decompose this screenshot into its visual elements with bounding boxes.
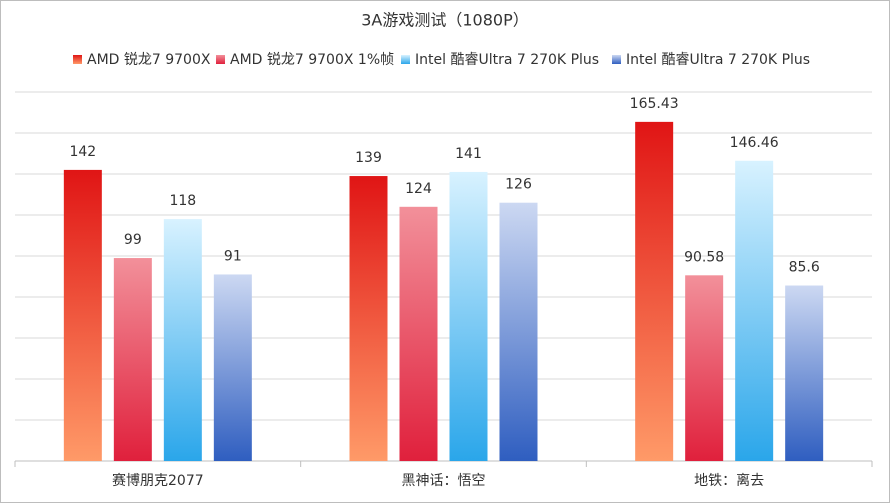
value-label: 165.43 [630, 96, 679, 112]
bar [499, 202, 538, 461]
legend-swatch [73, 55, 82, 64]
bar [635, 121, 674, 461]
legend-swatch [216, 55, 225, 64]
value-label: 118 [169, 193, 196, 209]
bar [63, 169, 102, 461]
legend-label: AMD 锐龙7 9700X 1%帧 [230, 52, 394, 68]
legend-label: Intel 酷睿Ultra 7 270K Plus [626, 52, 810, 68]
value-label: 139 [355, 150, 382, 166]
bar [163, 219, 202, 461]
bar [213, 274, 252, 461]
bar [449, 171, 488, 461]
bar [685, 275, 724, 461]
value-label: 99 [124, 232, 142, 248]
bar [113, 258, 152, 461]
value-label: 91 [224, 248, 242, 264]
value-label: 85.6 [789, 260, 820, 276]
x-tick-label: 地铁：离去 [694, 472, 764, 489]
value-label: 124 [405, 181, 432, 197]
bar [399, 206, 438, 461]
bar [785, 285, 824, 461]
legend-label: AMD 锐龙7 9700X [87, 52, 211, 68]
value-label: 126 [505, 177, 532, 193]
x-tick-label: 赛博朋克2077 [112, 472, 204, 489]
x-tick-label: 黑神话：悟空 [402, 473, 486, 489]
value-label: 90.58 [684, 249, 724, 265]
bar [349, 176, 388, 462]
value-label: 142 [69, 144, 96, 160]
legend-swatch [612, 55, 621, 64]
value-label: 146.46 [730, 135, 779, 151]
chart-title: 3A游戏测试（1080P） [361, 11, 529, 30]
legend-swatch [401, 55, 410, 64]
value-label: 141 [455, 146, 482, 162]
legend-label: Intel 酷睿Ultra 7 270K Plus [415, 52, 599, 68]
bar [735, 160, 774, 461]
